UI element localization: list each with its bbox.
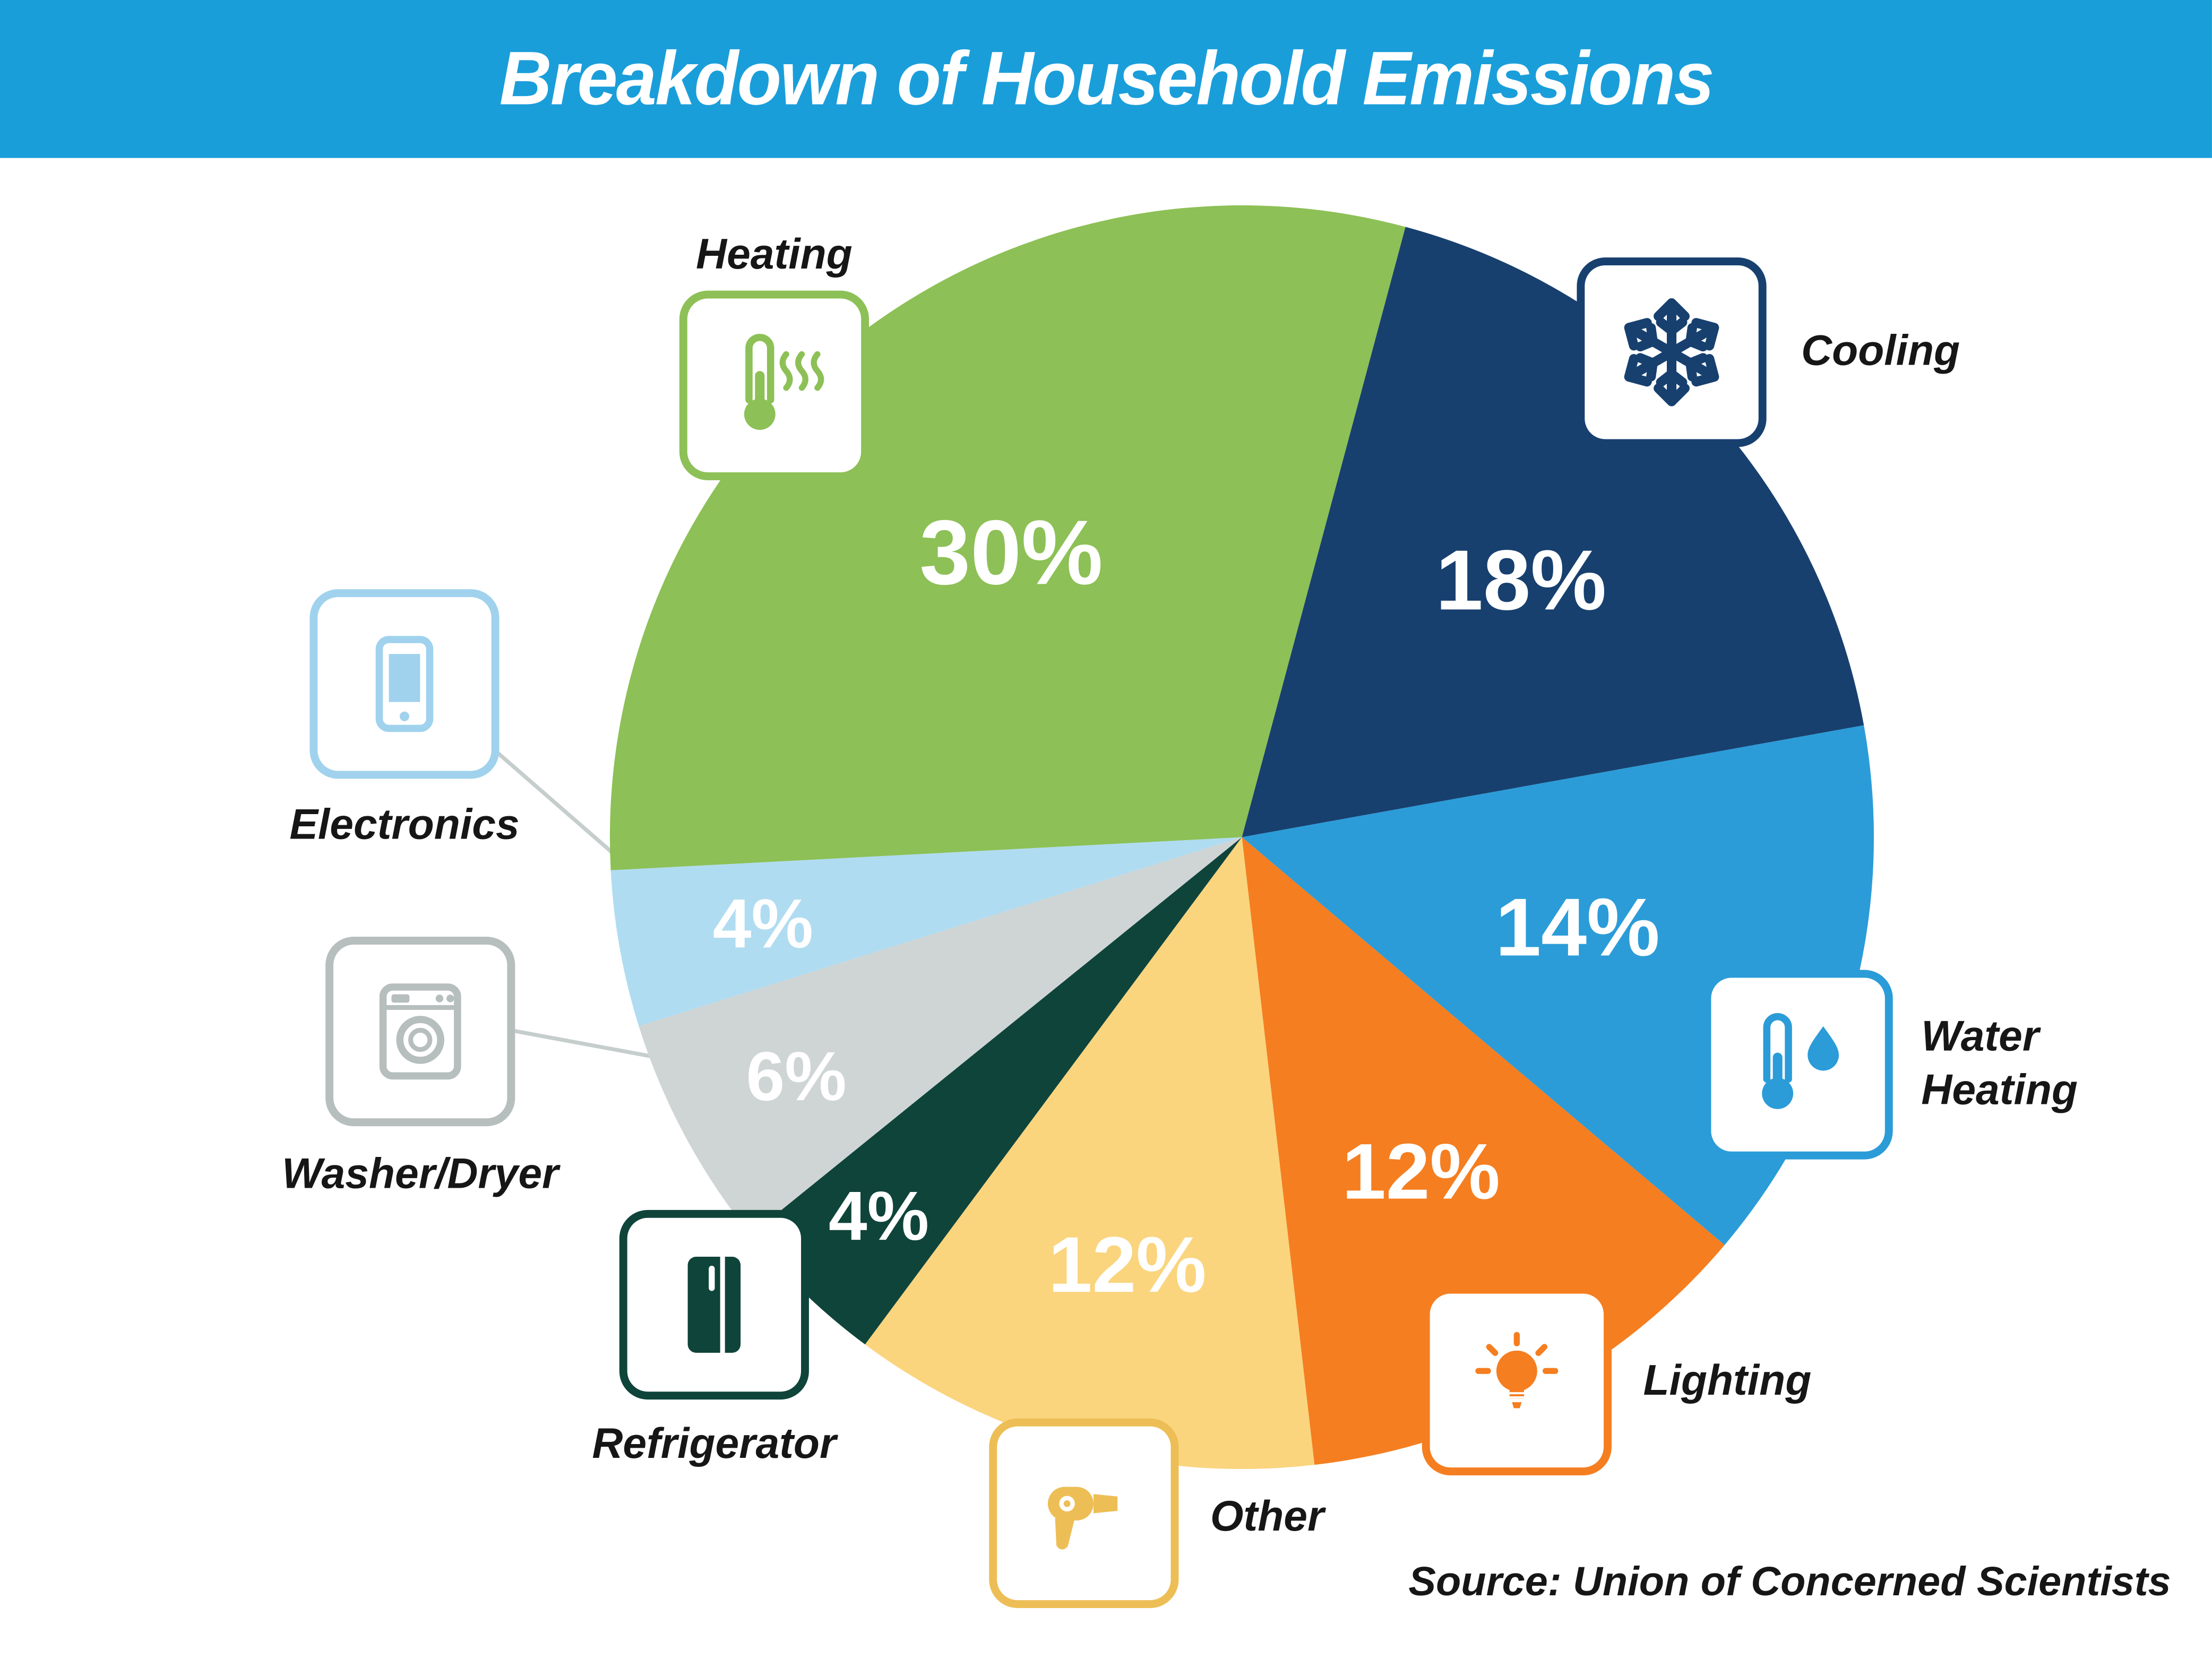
pie-slice-cooling — [1242, 227, 1864, 837]
page-title: Breakdown of Household Emissions — [499, 37, 1714, 121]
pie-slice-heating — [609, 205, 1406, 870]
refrigerator-icon-box — [619, 1209, 809, 1400]
water-heating-label: Water Heating — [1921, 1012, 2078, 1113]
pie-slice-electronics — [610, 837, 1242, 1026]
lighting-icon-box — [1422, 1285, 1612, 1475]
cooling-icon-box — [1577, 257, 1767, 447]
snowflake-icon — [1624, 298, 1719, 407]
percent-label-heating: 30% — [919, 501, 1103, 603]
electronics-icon-box — [309, 589, 500, 779]
hair-dryer-icon — [1047, 1487, 1118, 1550]
percent-label-water-heating: 14% — [1495, 881, 1660, 973]
percent-label-washer-dryer: 6% — [746, 1037, 846, 1115]
washing-machine-icon — [379, 983, 461, 1080]
percent-label-refrigerator: 4% — [829, 1177, 929, 1255]
pie-slice-other — [865, 837, 1315, 1470]
cooling-label: Cooling — [1801, 327, 1960, 375]
thermometer-heat-icon — [744, 333, 824, 430]
header-bar: Breakdown of Household Emissions — [0, 0, 2212, 158]
other-icon-box — [989, 1418, 1179, 1608]
percent-label-electronics: 4% — [713, 884, 813, 962]
pie-slice-refrigerator — [751, 837, 1242, 1345]
other-label: Other — [1210, 1492, 1324, 1540]
heating-icon-box — [679, 290, 870, 480]
percent-label-cooling: 18% — [1436, 533, 1607, 628]
water-heating-icon-box — [1703, 970, 1893, 1160]
heating-label: Heating — [696, 230, 853, 278]
pie-slice-washer-dryer — [639, 837, 1242, 1235]
percent-label-lighting: 12% — [1342, 1127, 1500, 1216]
washer-dryer-label: Washer/Dryer — [282, 1150, 559, 1198]
refrigerator-icon — [687, 1257, 741, 1353]
thermometer-water-drop-icon — [1762, 1013, 1839, 1109]
washer-dryer-icon-box — [325, 937, 515, 1127]
lightbulb-icon — [1475, 1332, 1559, 1409]
source-note: Source: Union of Concerned Scientists — [1408, 1557, 2171, 1605]
smartphone-icon — [375, 636, 434, 732]
electronics-label: Electronics — [289, 801, 520, 849]
refrigerator-label: Refrigerator — [592, 1420, 837, 1468]
percent-label-other: 12% — [1048, 1220, 1207, 1309]
lighting-label: Lighting — [1643, 1356, 1812, 1405]
